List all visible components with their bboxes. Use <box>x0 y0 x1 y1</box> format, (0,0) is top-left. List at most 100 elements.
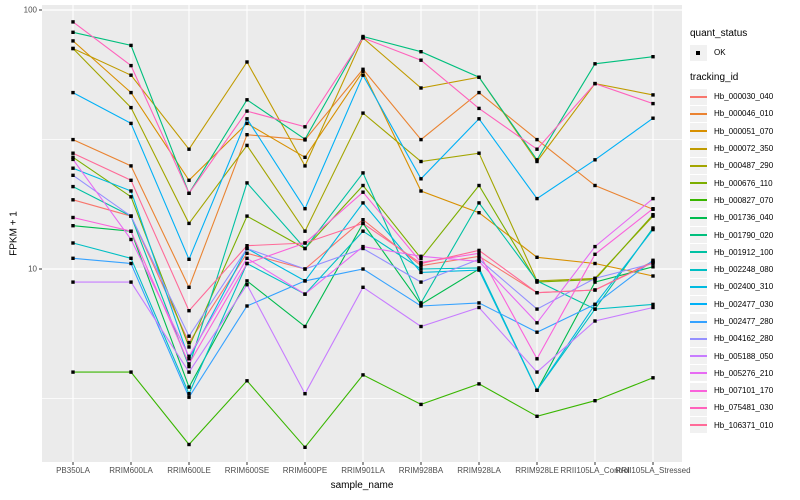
data-point <box>187 221 191 226</box>
data-point <box>187 364 191 369</box>
series-color-icon <box>690 389 707 392</box>
data-point <box>535 388 539 392</box>
data-point <box>245 181 249 185</box>
data-point <box>419 254 423 258</box>
data-point <box>477 266 481 270</box>
data-point <box>129 90 133 95</box>
data-point <box>361 246 365 251</box>
legend-item-label: Hb_001912_100 <box>714 247 774 257</box>
color-line-key <box>690 417 707 434</box>
data-point <box>419 304 423 308</box>
data-point <box>303 164 307 168</box>
legend-item-tracking: Hb_002477_030 <box>690 296 800 313</box>
data-point <box>187 191 191 195</box>
data-point <box>129 370 133 374</box>
data-point <box>129 195 133 199</box>
data-point <box>303 207 307 211</box>
data-point <box>303 445 307 449</box>
data-point <box>71 184 75 189</box>
data-point <box>419 137 423 142</box>
data-point <box>187 395 191 399</box>
data-point <box>477 248 481 253</box>
data-point <box>71 241 75 245</box>
color-line-key <box>690 365 707 382</box>
data-point <box>593 261 597 266</box>
data-point <box>245 214 249 218</box>
data-point <box>245 279 249 283</box>
data-point <box>71 30 75 34</box>
data-point <box>651 116 655 120</box>
series-color-icon <box>690 303 707 306</box>
series-color-icon <box>690 95 707 98</box>
data-point <box>651 274 655 278</box>
legend-item-label: Hb_000030_040 <box>714 92 774 102</box>
data-point <box>303 279 307 283</box>
data-point <box>303 137 307 141</box>
legend-item-label: Hb_005276_210 <box>714 368 774 378</box>
data-point <box>477 211 481 215</box>
data-point <box>593 276 597 281</box>
x-tick-label: RRIM928LA <box>457 466 501 475</box>
data-point <box>361 244 365 249</box>
data-point <box>361 67 365 71</box>
data-point <box>477 151 481 155</box>
data-point <box>361 267 365 271</box>
data-point <box>477 183 481 188</box>
data-point <box>419 267 423 271</box>
data-point <box>651 196 655 201</box>
data-point <box>71 166 75 170</box>
x-tick-label: RRIM600LA <box>109 466 153 475</box>
legend-item-tracking: Hb_000072_350 <box>690 140 800 157</box>
data-point <box>419 264 423 268</box>
data-point <box>535 137 539 142</box>
data-point <box>245 379 249 383</box>
legend-title-quant-status: quant_status <box>690 28 748 39</box>
data-point <box>71 280 75 284</box>
data-point <box>593 81 597 86</box>
data-point <box>419 58 423 62</box>
data-point <box>361 285 365 289</box>
data-point <box>477 75 481 79</box>
data-point <box>593 183 597 188</box>
data-point <box>245 60 249 64</box>
color-line-key <box>690 192 707 209</box>
series-color-icon <box>690 372 707 375</box>
data-point <box>245 246 249 251</box>
data-point <box>303 292 307 296</box>
color-line-key <box>690 123 707 140</box>
color-line-key <box>690 278 707 295</box>
legend-item-label: Hb_000051_070 <box>714 126 774 136</box>
data-point <box>187 385 191 389</box>
data-point <box>361 229 365 233</box>
legend-item-tracking: Hb_075481_030 <box>690 399 800 416</box>
data-point <box>129 280 133 284</box>
data-point <box>71 370 75 374</box>
data-point <box>361 373 365 377</box>
data-point <box>477 301 481 305</box>
legend-item-label: Hb_007101_170 <box>714 386 774 396</box>
legend-item-label: Hb_004162_280 <box>714 334 774 344</box>
series-color-icon <box>690 112 707 115</box>
data-point <box>535 414 539 418</box>
color-line-key <box>690 105 707 122</box>
y-axis-title: FPKM + 1 <box>8 211 20 256</box>
data-point <box>361 69 365 73</box>
legend-item-label: Hb_106371_010 <box>714 420 774 430</box>
x-tick-label: RRIM600SE <box>225 466 269 475</box>
legend-item-tracking: Hb_000827_070 <box>690 192 800 209</box>
black-point-icon <box>696 50 700 55</box>
data-point <box>593 280 597 284</box>
data-point <box>651 213 655 217</box>
data-point <box>477 251 481 255</box>
data-point <box>593 158 597 162</box>
data-point <box>245 251 249 255</box>
color-line-key <box>690 313 707 330</box>
data-point <box>593 288 597 292</box>
data-point <box>651 258 655 262</box>
legend-item-label: Hb_075481_030 <box>714 403 774 413</box>
legend-item-tracking: Hb_005188_050 <box>690 347 800 365</box>
series-color-icon <box>690 251 707 254</box>
legend-item-label: Hb_002477_280 <box>714 317 774 326</box>
series-color-icon <box>690 130 707 133</box>
data-point <box>71 256 75 260</box>
